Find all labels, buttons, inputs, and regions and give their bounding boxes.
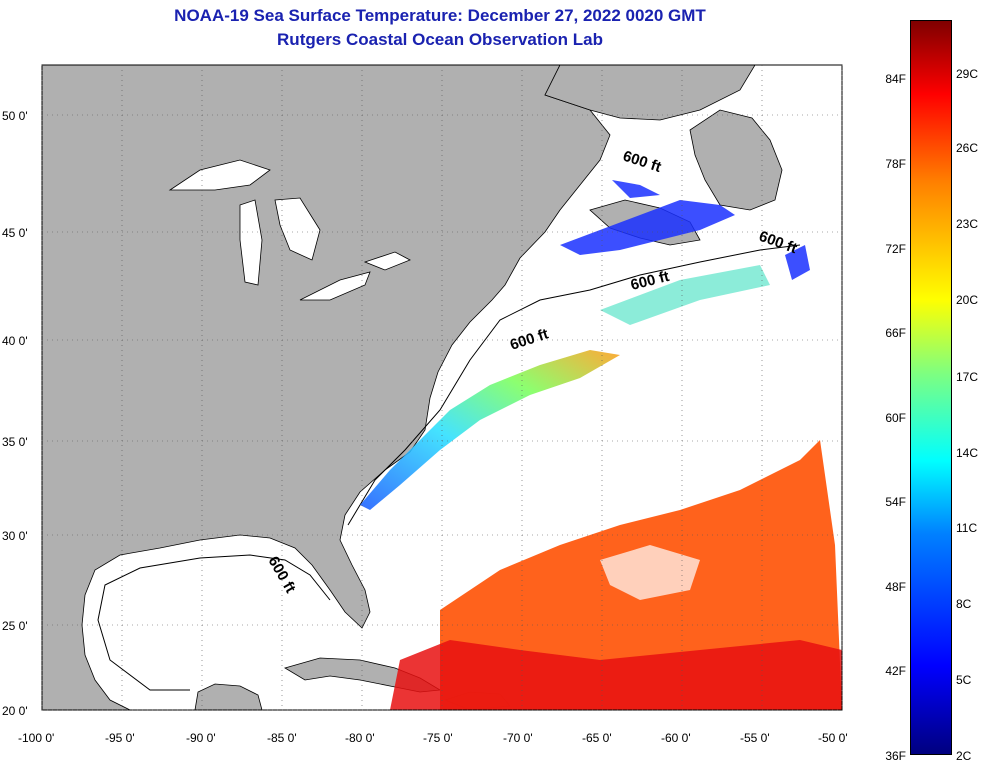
- colorbar-f-48: 48F: [885, 580, 906, 594]
- sst-patch-clouds: [600, 545, 700, 600]
- sst-south-red: [390, 640, 842, 710]
- lon-label-75: -75 0': [423, 731, 453, 745]
- colorbar-c-23: 23C: [956, 217, 979, 231]
- colorbar-c-29: 29C: [956, 67, 979, 81]
- colorbar-f-42: 42F: [885, 664, 906, 678]
- lon-label-80: -80 0': [345, 731, 375, 745]
- map-subtitle: Rutgers Coastal Ocean Observation Lab: [277, 30, 603, 49]
- lon-label-90: -90 0': [186, 731, 216, 745]
- lake-superior: [168, 159, 271, 191]
- colorbar-f-36: 36F: [885, 749, 906, 763]
- colorbar-c-26: 26C: [956, 141, 979, 155]
- lake-huron: [274, 197, 321, 261]
- lon-label-100: -100 0': [18, 731, 54, 745]
- land-yucatan: [194, 683, 263, 710]
- land-labrador: [544, 65, 756, 121]
- sst-mid-green: [600, 265, 770, 325]
- colorbar-f-60: 60F: [885, 411, 906, 425]
- lat-label-30: 30 0': [2, 529, 28, 543]
- lon-label-65: -65 0': [582, 731, 612, 745]
- lat-label-20: 20 0': [2, 704, 28, 718]
- colorbar-f-66: 66F: [885, 326, 906, 340]
- contour-600ft-atlantic: [347, 244, 801, 526]
- lake-erie: [299, 271, 371, 301]
- lat-label-50: 50 0': [2, 109, 28, 123]
- lon-label-55: -55 0': [740, 731, 770, 745]
- lon-label-85: -85 0': [267, 731, 297, 745]
- lat-label-25: 25 0': [2, 619, 28, 633]
- lon-label-60: -60 0': [661, 731, 691, 745]
- map-title: NOAA-19 Sea Surface Temperature: Decembe…: [174, 6, 706, 25]
- lat-label-45: 45 0': [2, 226, 28, 240]
- colorbar-f-78: 78F: [885, 157, 906, 171]
- temperature-colorbar: [910, 20, 952, 755]
- colorbar-c-2: 2C: [956, 749, 972, 763]
- colorbar-f-72: 72F: [885, 242, 906, 256]
- land-newfoundland: [689, 109, 783, 211]
- colorbar-c-5: 5C: [956, 673, 972, 687]
- colorbar-c-20: 20C: [956, 293, 979, 307]
- colorbar-c-14: 14C: [956, 446, 979, 460]
- land-north-america: [42, 65, 611, 710]
- sst-gulf-stream: [360, 350, 620, 510]
- sst-east-cold: [785, 245, 810, 280]
- sst-north-cold-2: [612, 180, 660, 198]
- lon-label-95: -95 0': [105, 731, 135, 745]
- colorbar-f-84: 84F: [885, 72, 906, 86]
- contour-600ft-gulf: [97, 554, 331, 691]
- lake-ontario: [363, 251, 411, 271]
- sst-north-cold: [560, 200, 735, 255]
- colorbar-c-17: 17C: [956, 370, 979, 384]
- lon-label-70: -70 0': [503, 731, 533, 745]
- lat-label-40: 40 0': [2, 334, 28, 348]
- colorbar-c-8: 8C: [956, 597, 972, 611]
- colorbar-f-54: 54F: [885, 495, 906, 509]
- colorbar-c-11: 11C: [956, 521, 978, 535]
- lon-label-50: -50 0': [818, 731, 848, 745]
- lake-michigan: [239, 199, 263, 286]
- lat-label-35: 35 0': [2, 435, 28, 449]
